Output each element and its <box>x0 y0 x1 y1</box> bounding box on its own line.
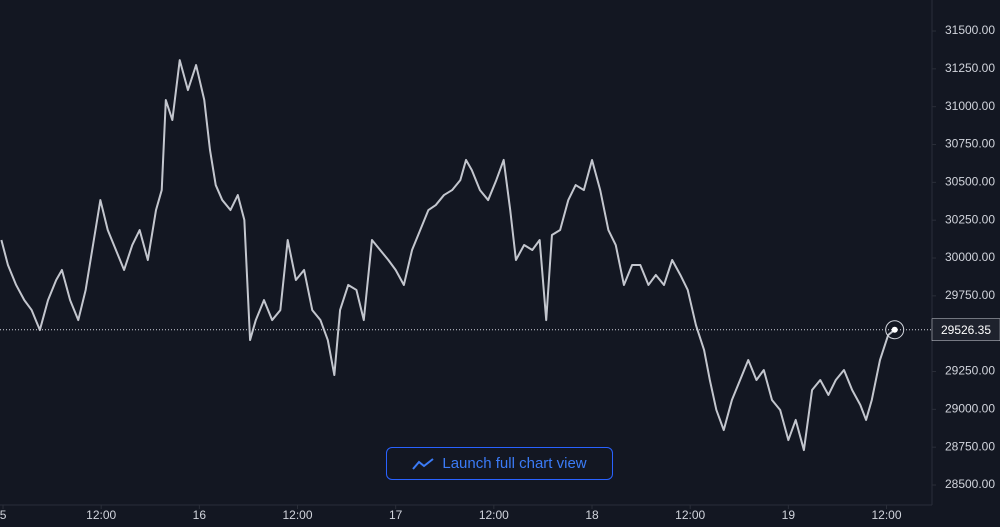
y-tick-label: 30250.00 <box>945 212 995 226</box>
x-tick-label: 12:00 <box>479 508 509 522</box>
y-tick-label: 29250.00 <box>945 364 995 378</box>
x-tick-label: 17 <box>389 508 403 522</box>
y-tick-label: 30750.00 <box>945 137 995 151</box>
x-tick-label: 18 <box>585 508 599 522</box>
y-tick-label: 28500.00 <box>945 477 995 491</box>
y-tick-label: 30500.00 <box>945 175 995 189</box>
x-tick-label: 12:00 <box>86 508 116 522</box>
launch-button[interactable]: Launch full chart view <box>386 447 613 480</box>
y-tick-label: 28750.00 <box>945 439 995 453</box>
y-tick-label: 31000.00 <box>945 99 995 113</box>
x-tick-label: 12:00 <box>872 508 902 522</box>
x-tick-label: 12:00 <box>675 508 705 522</box>
price-line <box>0 59 896 452</box>
y-tick-label: 29000.00 <box>945 402 995 416</box>
x-tick-label: 16 <box>193 508 207 522</box>
x-tick-label: 19 <box>782 508 796 522</box>
price-label-box <box>931 318 1000 341</box>
y-tick-label: 30000.00 <box>945 250 995 264</box>
y-tick-label: 29750.00 <box>945 288 995 302</box>
y-tick-label: 31250.00 <box>945 61 995 75</box>
button-label: Launch full chart view <box>442 455 587 472</box>
chart-icon <box>412 457 434 470</box>
x-tick-label: 12:00 <box>283 508 313 522</box>
y-tick-label: 31500.00 <box>945 23 995 37</box>
last-point <box>891 326 898 333</box>
price-label: 29526.35 <box>941 323 991 337</box>
last-point-ring <box>885 320 905 340</box>
x-tick-label: 5 <box>0 508 7 522</box>
